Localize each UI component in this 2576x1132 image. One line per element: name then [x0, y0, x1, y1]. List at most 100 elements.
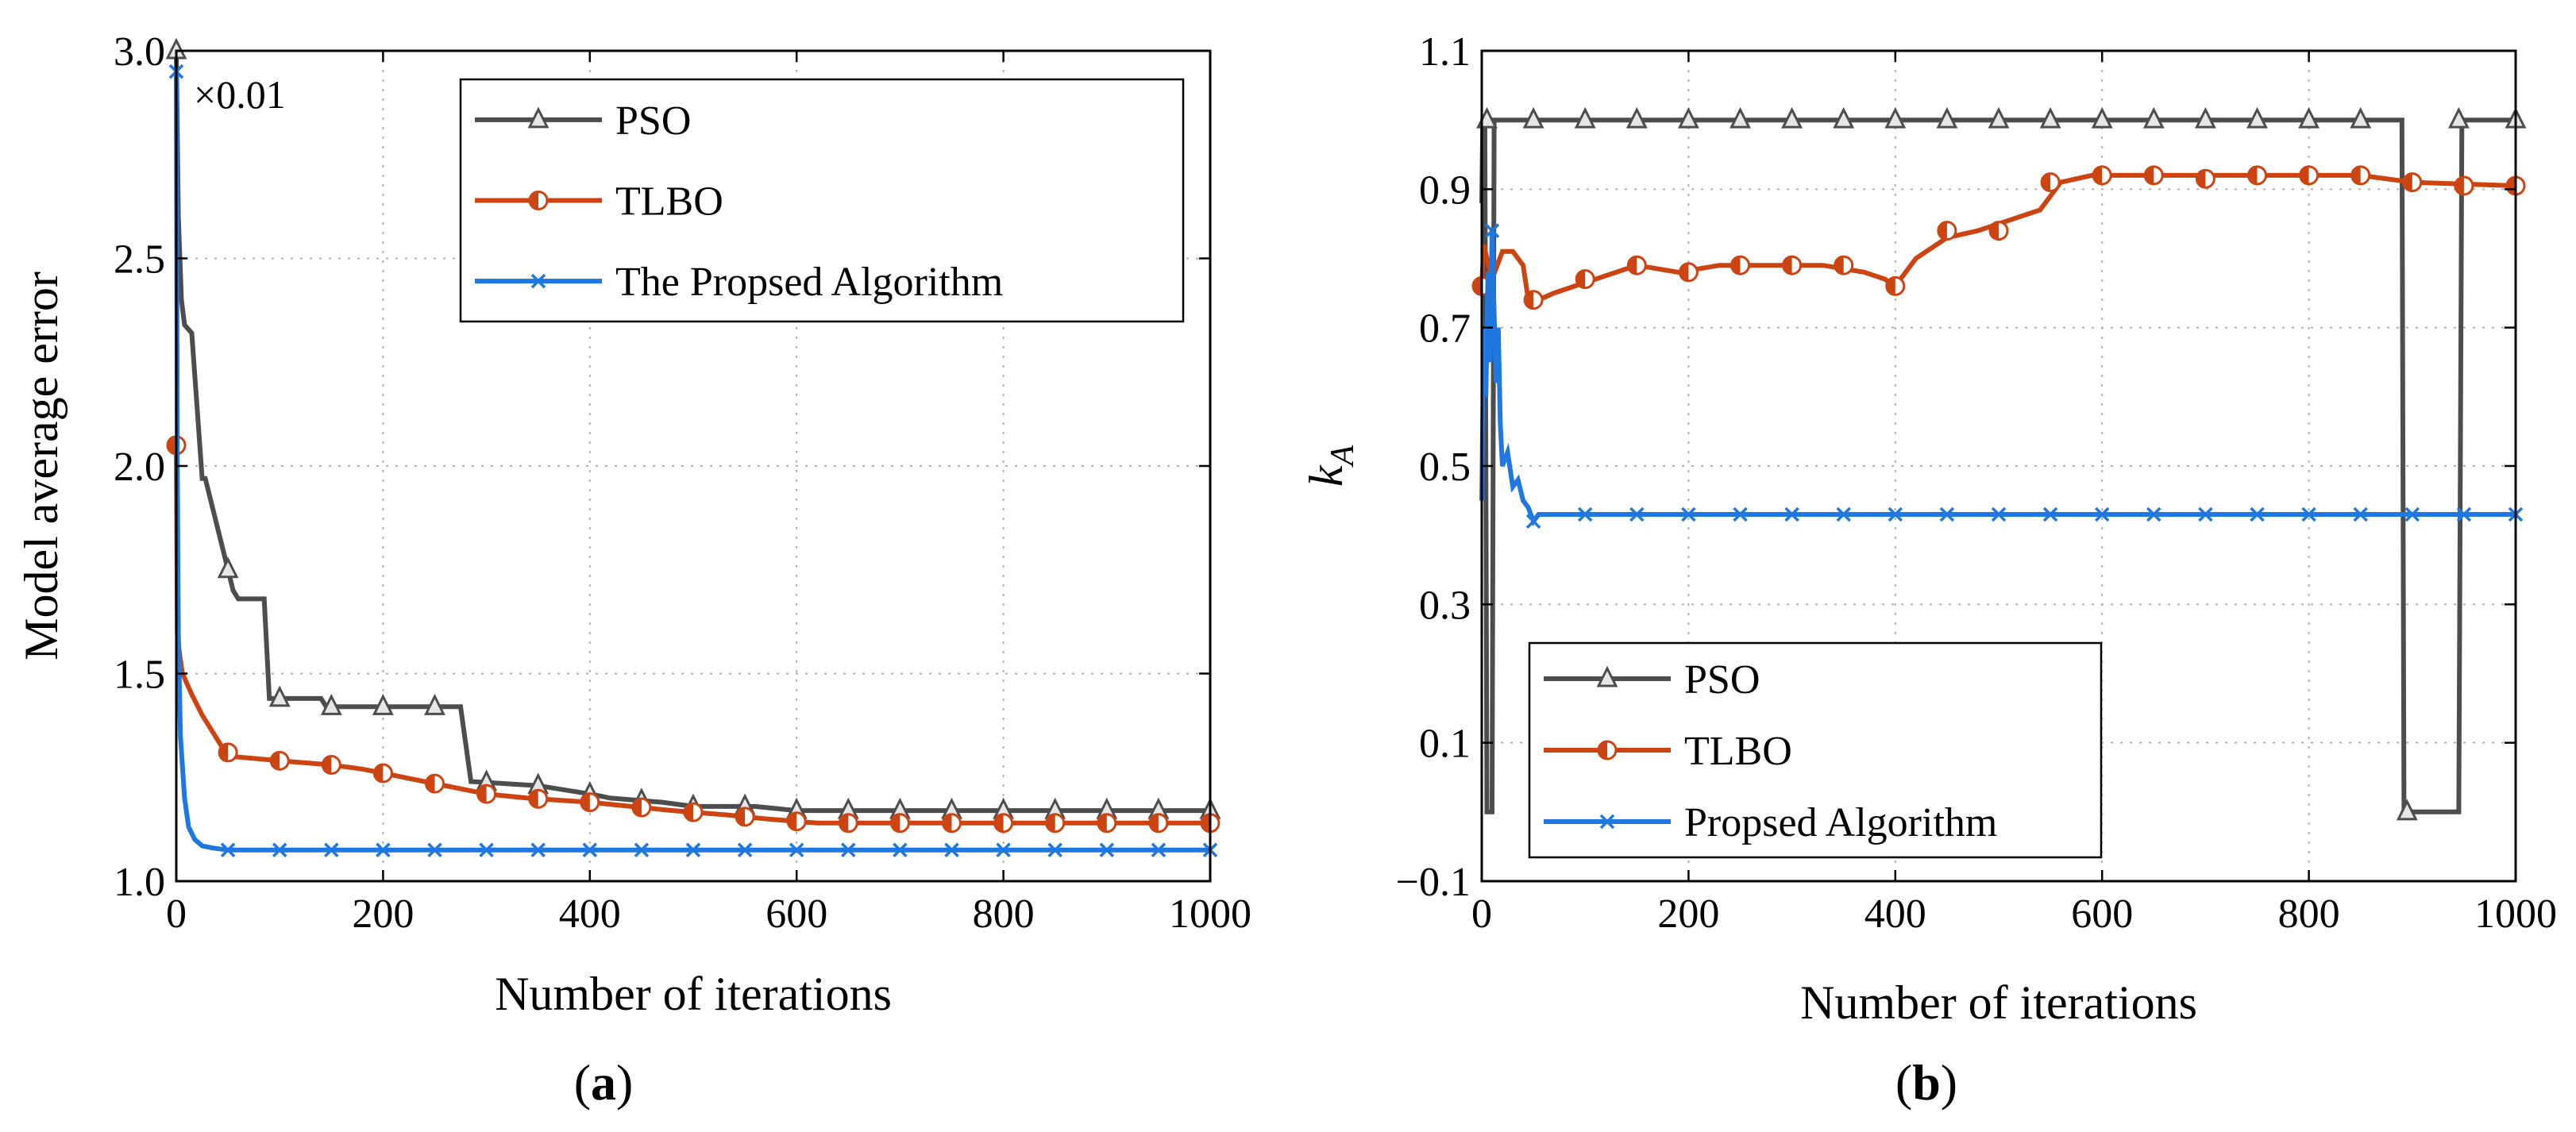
series-line-a-0	[174, 50, 1210, 814]
marker-a-1-18	[1097, 813, 1117, 834]
marker-a-2-1	[220, 842, 236, 858]
marker-b-1-4-fill	[1679, 263, 1689, 281]
marker-b-0-9	[1936, 106, 1958, 129]
marker-a-2-5	[427, 842, 442, 858]
marker-a-0-5	[424, 693, 445, 715]
marker-a-1-11-fill	[736, 807, 746, 826]
legend-a: PSO TLBO The Propsed Algorithm	[459, 78, 1185, 323]
marker-b-0-16	[2298, 106, 2320, 129]
marker-b-1-7	[1834, 255, 1854, 275]
marker-a-2-8	[582, 842, 598, 858]
marker-b-1-3	[1626, 255, 1647, 275]
marker-b-2-19	[2456, 506, 2472, 522]
marker-a-1-3-fill	[322, 756, 332, 774]
x-tick-label: 400	[559, 891, 621, 937]
marker-b-1-11-fill	[2042, 173, 2051, 191]
marker-b-1-11	[2040, 172, 2061, 193]
marker-b-1-2-fill	[1576, 270, 1586, 288]
marker-b-2-14	[2198, 506, 2213, 522]
marker-a-1-7-fill	[529, 790, 538, 808]
marker-a-2-10	[685, 842, 701, 858]
marker-b-2-11	[2042, 506, 2058, 522]
marker-a-0-2	[268, 685, 291, 707]
y-multiplier: ×0.01	[194, 72, 286, 117]
marker-a-2-3	[324, 842, 339, 858]
marker-a-2-9	[634, 842, 650, 858]
marker-a-1-20-fill	[1201, 814, 1210, 832]
marker-b-0-2	[1574, 106, 1596, 129]
marker-b-1-13	[2143, 165, 2164, 186]
marker-b-1-2	[1575, 269, 1595, 290]
marker-b-0-7	[1833, 106, 1855, 129]
marker-a-1-12	[786, 811, 807, 832]
series-b-0	[1476, 106, 2527, 821]
marker-b-0-13	[2142, 106, 2165, 129]
legend-label: TLBO	[615, 179, 723, 225]
y-tick-label: 1.1	[1419, 29, 1471, 75]
marker-b-2-9	[1939, 506, 1955, 522]
legend-marker	[1599, 814, 1615, 830]
legend-marker	[530, 273, 546, 289]
marker-b-2-17	[2353, 506, 2368, 522]
marker-a-1-3	[321, 755, 341, 776]
y-tick-label: 0.3	[1419, 583, 1471, 628]
marker-a-1-16	[993, 813, 1014, 834]
marker-a-2-11	[737, 842, 753, 858]
series-line-b-1	[1479, 172, 2516, 302]
x-tick-label: 200	[1657, 891, 1719, 937]
legend-label: PSO	[1684, 657, 1760, 703]
marker-b-2-4	[1681, 506, 1696, 522]
legend-marker-fill	[1598, 741, 1607, 759]
y-tick-label: 3.0	[114, 29, 165, 75]
marker-b-0-4	[1677, 106, 1699, 129]
marker-a-2-7	[530, 842, 546, 858]
marker-b-1-4	[1678, 262, 1699, 283]
marker-a-1-9-fill	[632, 799, 642, 817]
legend-marker	[1597, 740, 1618, 760]
marker-b-0-11	[2039, 106, 2061, 129]
panel-b-chart: 0 200 400 600 800 1000 −0.1 0.1 0.3 0.5 0.7 0.9 1.1 N…	[1300, 29, 2557, 1111]
marker-b-2-2	[1577, 506, 1593, 522]
marker-b-2-1	[1525, 514, 1541, 529]
marker-b-1-6	[1782, 255, 1803, 275]
marker-a-2-19	[1151, 842, 1167, 858]
marker-a-1-8	[580, 792, 600, 813]
marker-b-1-15-fill	[2248, 166, 2258, 184]
legend-label: TLBO	[1684, 729, 1792, 774]
legend-marker	[1596, 665, 1618, 687]
marker-b-0-5	[1730, 106, 1751, 129]
panel-label-b: (b)	[1895, 1054, 1957, 1111]
x-axis-label: Number of iterations	[495, 968, 892, 1020]
y-tick-label: 0.9	[1419, 167, 1471, 213]
marker-b-0-19	[2447, 106, 2470, 129]
marker-a-0-1	[217, 556, 239, 579]
marker-a-1-13	[838, 813, 858, 834]
series-b-2	[1479, 223, 2524, 529]
legend-marker	[527, 106, 550, 129]
marker-b-1-19	[2454, 175, 2474, 196]
marker-a-1-6-fill	[477, 785, 487, 803]
marker-a-1-15-fill	[943, 814, 952, 832]
marker-b-2-15	[2250, 506, 2265, 522]
y-tick-label: −0.1	[1396, 860, 1471, 905]
marker-a-1-7	[528, 788, 549, 809]
x-tick-label: 600	[2071, 891, 2133, 937]
marker-b-0-17	[2350, 106, 2372, 129]
marker-b-2-6	[1784, 506, 1799, 522]
marker-a-1-18-fill	[1097, 814, 1107, 832]
marker-b-1-8-fill	[1886, 277, 1895, 295]
marker-a-1-2	[269, 750, 290, 771]
series-a-2	[168, 64, 1218, 858]
marker-b-0-12	[2091, 106, 2113, 129]
marker-b-1-17	[2350, 165, 2371, 186]
marker-a-1-2-fill	[271, 752, 280, 770]
marker-b-1-8	[1885, 275, 1906, 296]
x-axis-label: Number of iterations	[1800, 976, 2197, 1029]
marker-b-1-18-fill	[2403, 173, 2412, 191]
legend-marker-fill	[530, 191, 538, 210]
series-b-1	[1471, 165, 2526, 310]
x-tick-label: 0	[1471, 891, 1492, 937]
marker-b-1-7-fill	[1834, 256, 1844, 275]
marker-a-1-1	[218, 742, 238, 763]
